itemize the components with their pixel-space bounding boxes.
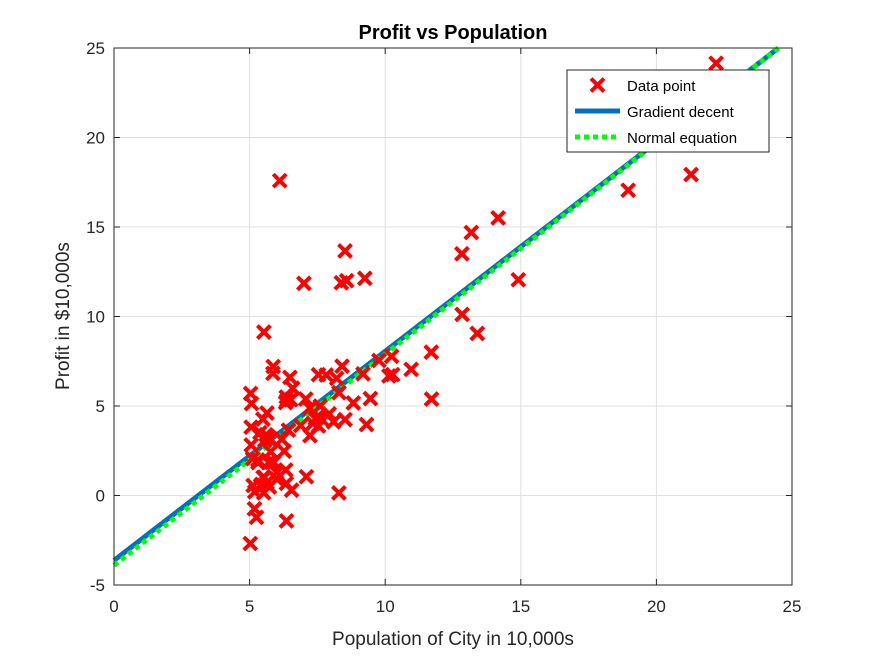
data-point bbox=[253, 476, 270, 493]
data-point bbox=[249, 452, 266, 468]
plot-frame bbox=[113, 47, 793, 586]
data-point bbox=[258, 426, 274, 443]
data-point bbox=[337, 411, 353, 428]
y-axis-ticks: -5 0 5 10 15 20 25 bbox=[86, 39, 792, 595]
y-tick-label: 0 bbox=[96, 487, 105, 506]
x-tick-label: 0 bbox=[109, 597, 118, 616]
y-tick-label: 20 bbox=[86, 129, 105, 148]
data-point bbox=[255, 324, 272, 340]
data-point bbox=[242, 385, 259, 402]
data-point bbox=[276, 443, 293, 460]
data-point bbox=[271, 172, 288, 189]
data-points bbox=[242, 55, 725, 552]
data-point bbox=[246, 500, 263, 517]
y-tick-label: 5 bbox=[96, 397, 105, 416]
data-point bbox=[423, 344, 440, 361]
data-point bbox=[243, 437, 260, 453]
data-point bbox=[265, 358, 282, 375]
x-tick-label: 20 bbox=[647, 597, 666, 616]
data-point bbox=[301, 400, 318, 416]
data-point bbox=[259, 405, 275, 421]
data-point bbox=[356, 270, 373, 287]
x-tick-label: 25 bbox=[783, 597, 802, 616]
data-point bbox=[510, 271, 527, 288]
y-tick-label: 25 bbox=[86, 39, 105, 58]
data-point bbox=[469, 325, 486, 342]
data-point bbox=[338, 272, 355, 289]
data-point bbox=[345, 395, 362, 411]
data-point bbox=[278, 475, 295, 492]
data-point bbox=[371, 352, 387, 369]
data-point bbox=[243, 419, 259, 436]
data-point bbox=[328, 370, 345, 387]
data-point bbox=[383, 348, 400, 365]
data-point bbox=[282, 391, 299, 408]
data-point bbox=[296, 275, 312, 292]
legend-marker-data-point bbox=[589, 77, 606, 93]
legend-label-normal-equation: Normal equation bbox=[627, 130, 737, 147]
data-point bbox=[281, 369, 298, 386]
data-point bbox=[334, 358, 350, 375]
data-point bbox=[310, 366, 327, 383]
data-point bbox=[362, 390, 379, 407]
data-point bbox=[403, 361, 420, 378]
y-tick-label: 15 bbox=[86, 218, 105, 237]
data-point bbox=[278, 513, 295, 529]
data-point bbox=[337, 243, 353, 259]
data-point bbox=[620, 182, 637, 199]
x-axis-label: Population of City in 10,000s bbox=[332, 629, 574, 650]
data-point bbox=[242, 535, 259, 552]
x-tick-label: 15 bbox=[511, 597, 530, 616]
data-point bbox=[331, 384, 347, 401]
legend: Data point Gradient decent Normal equati… bbox=[566, 69, 770, 153]
data-point bbox=[463, 224, 480, 241]
data-point bbox=[358, 416, 375, 433]
y-tick-label: 10 bbox=[86, 308, 105, 327]
data-point bbox=[298, 468, 315, 485]
data-point bbox=[268, 470, 285, 487]
data-point bbox=[355, 365, 371, 382]
x-tick-label: 5 bbox=[245, 597, 254, 616]
data-point bbox=[708, 55, 725, 72]
y-axis-label: Profit in $10,000s bbox=[53, 242, 74, 390]
data-point bbox=[313, 410, 330, 427]
legend-label-gradient-descent: Gradient decent bbox=[627, 104, 735, 121]
data-point bbox=[331, 484, 347, 501]
data-point bbox=[325, 413, 342, 430]
data-point bbox=[490, 210, 507, 226]
legend-x-marker bbox=[589, 77, 606, 93]
chart-title: Profit vs Population bbox=[359, 22, 548, 44]
data-point bbox=[297, 391, 314, 407]
x-axis-ticks: 0 5 10 15 20 25 bbox=[109, 48, 801, 616]
data-point bbox=[454, 306, 471, 323]
data-point bbox=[423, 391, 440, 408]
x-tick-label: 10 bbox=[376, 597, 395, 616]
y-tick-label: -5 bbox=[90, 576, 105, 595]
data-point bbox=[683, 166, 700, 183]
legend-label-data-point: Data point bbox=[627, 78, 696, 95]
data-point bbox=[260, 454, 277, 471]
data-point bbox=[273, 431, 290, 448]
data-point bbox=[384, 366, 401, 383]
data-point bbox=[453, 245, 470, 262]
